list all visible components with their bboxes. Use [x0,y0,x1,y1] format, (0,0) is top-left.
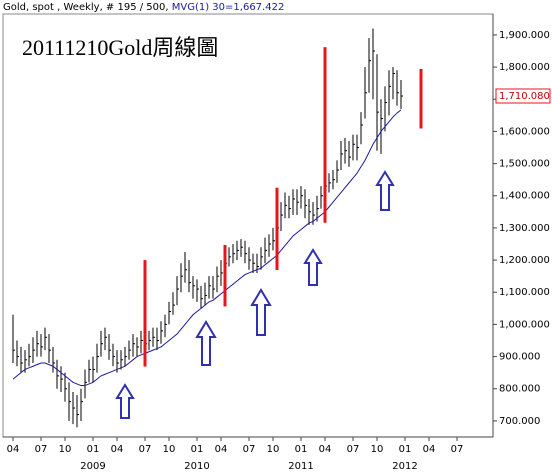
header-text: Gold, spot , Weekly, # 195 / 500, [3,2,172,13]
x-tick-label: 01 [191,444,204,455]
arrow [195,320,217,366]
last-price-label: 1,710.080 [499,91,550,102]
year-label: 2010 [184,461,209,472]
y-tick-label: 1,300.000 [499,223,550,234]
arrows [115,170,395,419]
y-tick-label: 1,900.000 [499,30,550,41]
x-tick-label: 04 [319,444,332,455]
y-tick-label: 1,500.000 [499,159,550,170]
x-tick-label: 10 [267,444,280,455]
y-tick-label: 1,200.000 [499,255,550,266]
header: Gold, spot , Weekly, # 195 / 500, MVG(1)… [3,2,284,13]
x-tick-label: 01 [399,444,412,455]
x-tick-label: 01 [295,444,308,455]
y-tick-label: 1,100.000 [499,287,550,298]
arrow [375,170,395,211]
x-tick-label: 07 [139,444,152,455]
x-tick-label: 10 [59,444,72,455]
chart-title: 20111210Gold周線圖 [22,35,218,60]
y-tick-label: 1,600.000 [499,126,550,137]
y-tick-label: 900.000 [499,352,540,363]
arrow [250,288,272,336]
plot-frame [2,13,494,438]
x-tick-label: 04 [111,444,124,455]
x-tick-label: 04 [215,444,228,455]
ma-label: MVG(1) 30=1,667.422 [172,2,285,13]
y-tick-label: 1,400.000 [499,191,550,202]
year-label: 2011 [288,461,313,472]
x-tick-label: 07 [35,444,48,455]
x-tick-label: 01 [87,444,100,455]
y-tick-label: 1,000.000 [499,319,550,330]
x-tick-label: 07 [347,444,360,455]
moving-average [12,109,402,387]
arrow [303,248,323,286]
x-tick-label: 10 [371,444,384,455]
y-tick-label: 700.000 [499,416,540,427]
x-tick-label: 10 [163,444,176,455]
y-tick-label: 1,800.000 [499,62,550,73]
last-price-box [495,88,551,104]
x-tick-label: 04 [7,444,20,455]
x-tick-label: 04 [423,444,436,455]
y-tick-label: 800.000 [499,384,540,395]
x-tick-label: 07 [451,444,464,455]
year-label: 2012 [392,461,417,472]
arrow [115,383,135,419]
year-label: 2009 [80,461,105,472]
x-tick-label: 07 [243,444,256,455]
